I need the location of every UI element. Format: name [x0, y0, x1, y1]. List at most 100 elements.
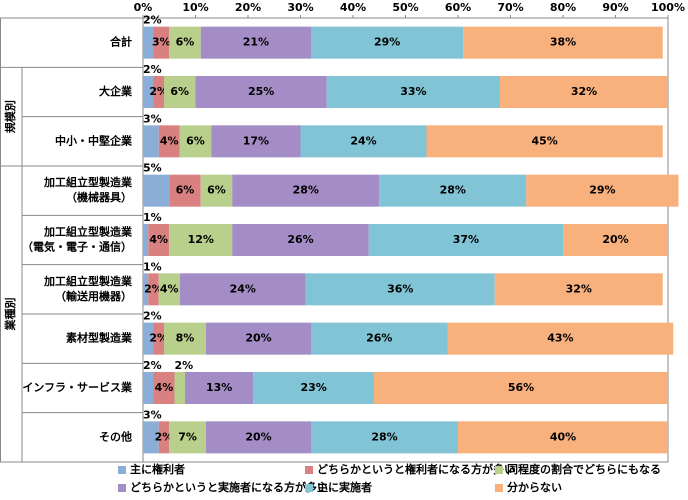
x-tick-label: 40%	[340, 1, 366, 14]
data-label: 20%	[602, 233, 628, 246]
data-label: 6%	[170, 85, 189, 98]
bar-segment	[169, 421, 206, 454]
bar-segment	[179, 273, 306, 306]
bar-segment	[200, 26, 311, 59]
data-label: 43%	[547, 332, 573, 345]
bar-segment	[143, 421, 159, 454]
bar-segment	[305, 273, 495, 306]
bar-segment	[211, 125, 301, 158]
data-label: 17%	[243, 134, 269, 147]
data-label: 12%	[188, 233, 214, 246]
bar-segment	[153, 322, 164, 355]
y-tick-label: その他	[99, 429, 132, 443]
data-label: 6%	[176, 184, 195, 197]
data-label: 1%	[143, 211, 162, 224]
legend-label: 分からない	[507, 480, 562, 494]
legend-label: どちらかというと権利者になる方が多い	[317, 462, 515, 476]
bar-segment	[143, 125, 159, 158]
data-label: 36%	[387, 282, 413, 295]
legend-swatch	[118, 466, 126, 474]
legend-label: 主に実施者	[317, 480, 372, 494]
x-tick-label: 90%	[602, 1, 628, 14]
bar-segment	[143, 322, 154, 355]
legend-swatch	[305, 484, 313, 492]
data-label: 45%	[531, 134, 557, 147]
data-label: 28%	[440, 184, 466, 197]
data-label: 2%	[143, 14, 162, 27]
data-label: 29%	[589, 184, 615, 197]
y-tick-label: 加工組立型製造業（電気・電子・通信）	[22, 225, 133, 254]
legend-swatch	[118, 484, 126, 492]
bar-segment	[311, 322, 448, 355]
x-tick-label: 60%	[445, 1, 471, 14]
y-tick-label: 加工組立型製造業（機械器具）	[43, 175, 133, 204]
bar-segment	[174, 372, 185, 404]
bar-segment	[185, 372, 254, 404]
bar-segment	[426, 125, 663, 158]
bar-segment	[206, 322, 311, 355]
data-label: 20%	[245, 430, 271, 443]
data-label: 26%	[287, 233, 313, 246]
data-label: 6%	[207, 184, 226, 197]
data-label: 56%	[508, 381, 534, 394]
data-label: 38%	[550, 36, 576, 49]
data-label: 33%	[400, 85, 426, 98]
bar-segment	[143, 76, 154, 108]
data-label: 21%	[243, 36, 269, 49]
group-label: 業種別	[3, 298, 17, 332]
bar-segment	[374, 372, 668, 404]
data-label: 6%	[186, 134, 205, 147]
bar-segment	[169, 26, 201, 59]
x-tick-label: 50%	[392, 1, 418, 14]
bar-segment	[232, 174, 380, 207]
bar-segment	[311, 26, 464, 59]
y-tick-label: 素材型製造業	[66, 331, 133, 345]
y-tick-label: 加工組立型製造業（輸送用機器）	[43, 274, 133, 303]
data-label: 2%	[143, 310, 162, 323]
bar-segment	[143, 26, 154, 59]
data-label: 6%	[176, 36, 195, 49]
legend-swatch	[495, 466, 503, 474]
bar-segment	[253, 372, 374, 404]
bar-segment	[143, 273, 149, 306]
data-label: 2%	[144, 282, 163, 295]
x-tick-label: 20%	[235, 1, 261, 14]
bar-segment	[458, 421, 668, 454]
bar-segment	[563, 224, 668, 256]
bar-segment	[143, 174, 170, 207]
x-tick-label: 0%	[134, 1, 153, 14]
data-label: 4%	[149, 233, 168, 246]
data-label: 8%	[176, 332, 195, 345]
y-tick-label: インフラ・サービス業	[22, 380, 133, 394]
data-label: 2%	[155, 430, 174, 443]
data-label: 28%	[371, 430, 397, 443]
bar-segment	[158, 273, 180, 306]
x-tick-label: 30%	[287, 1, 313, 14]
data-label: 26%	[366, 332, 392, 345]
data-label: 2%	[149, 332, 168, 345]
legend-swatch	[495, 484, 503, 492]
bar-segment	[179, 125, 212, 158]
data-label: 32%	[571, 85, 597, 98]
data-label: 25%	[248, 85, 274, 98]
bar-segment	[447, 322, 674, 355]
data-label: 3%	[143, 408, 162, 421]
data-label: 3%	[143, 112, 162, 125]
y-tick-label: 大企業	[99, 84, 133, 98]
group-label: 規模別	[3, 100, 17, 133]
data-label: 2%	[143, 359, 162, 372]
data-label: 20%	[245, 332, 271, 345]
bar-segment	[368, 224, 563, 256]
bar-segment	[326, 76, 500, 108]
data-label: 4%	[160, 282, 179, 295]
bar-segment	[311, 421, 458, 454]
bar-segment	[500, 76, 668, 108]
bar-segment	[158, 421, 170, 454]
data-label: 24%	[230, 282, 256, 295]
bar-segment	[164, 322, 206, 355]
data-label: 4%	[155, 381, 174, 394]
legend-swatch	[305, 466, 313, 474]
bar-segment	[200, 174, 233, 207]
bar-segment	[463, 26, 663, 59]
